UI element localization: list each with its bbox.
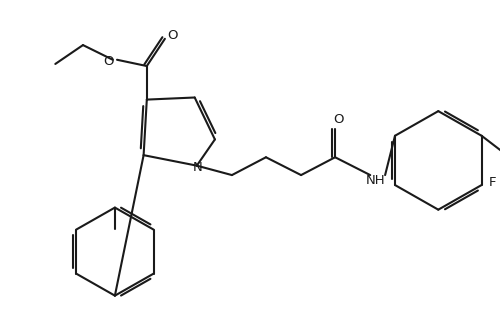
Text: F: F <box>488 176 496 189</box>
Text: N: N <box>193 161 202 174</box>
Text: O: O <box>167 29 177 42</box>
Text: NH: NH <box>366 174 386 187</box>
Text: O: O <box>333 113 344 126</box>
Text: O: O <box>104 55 114 68</box>
